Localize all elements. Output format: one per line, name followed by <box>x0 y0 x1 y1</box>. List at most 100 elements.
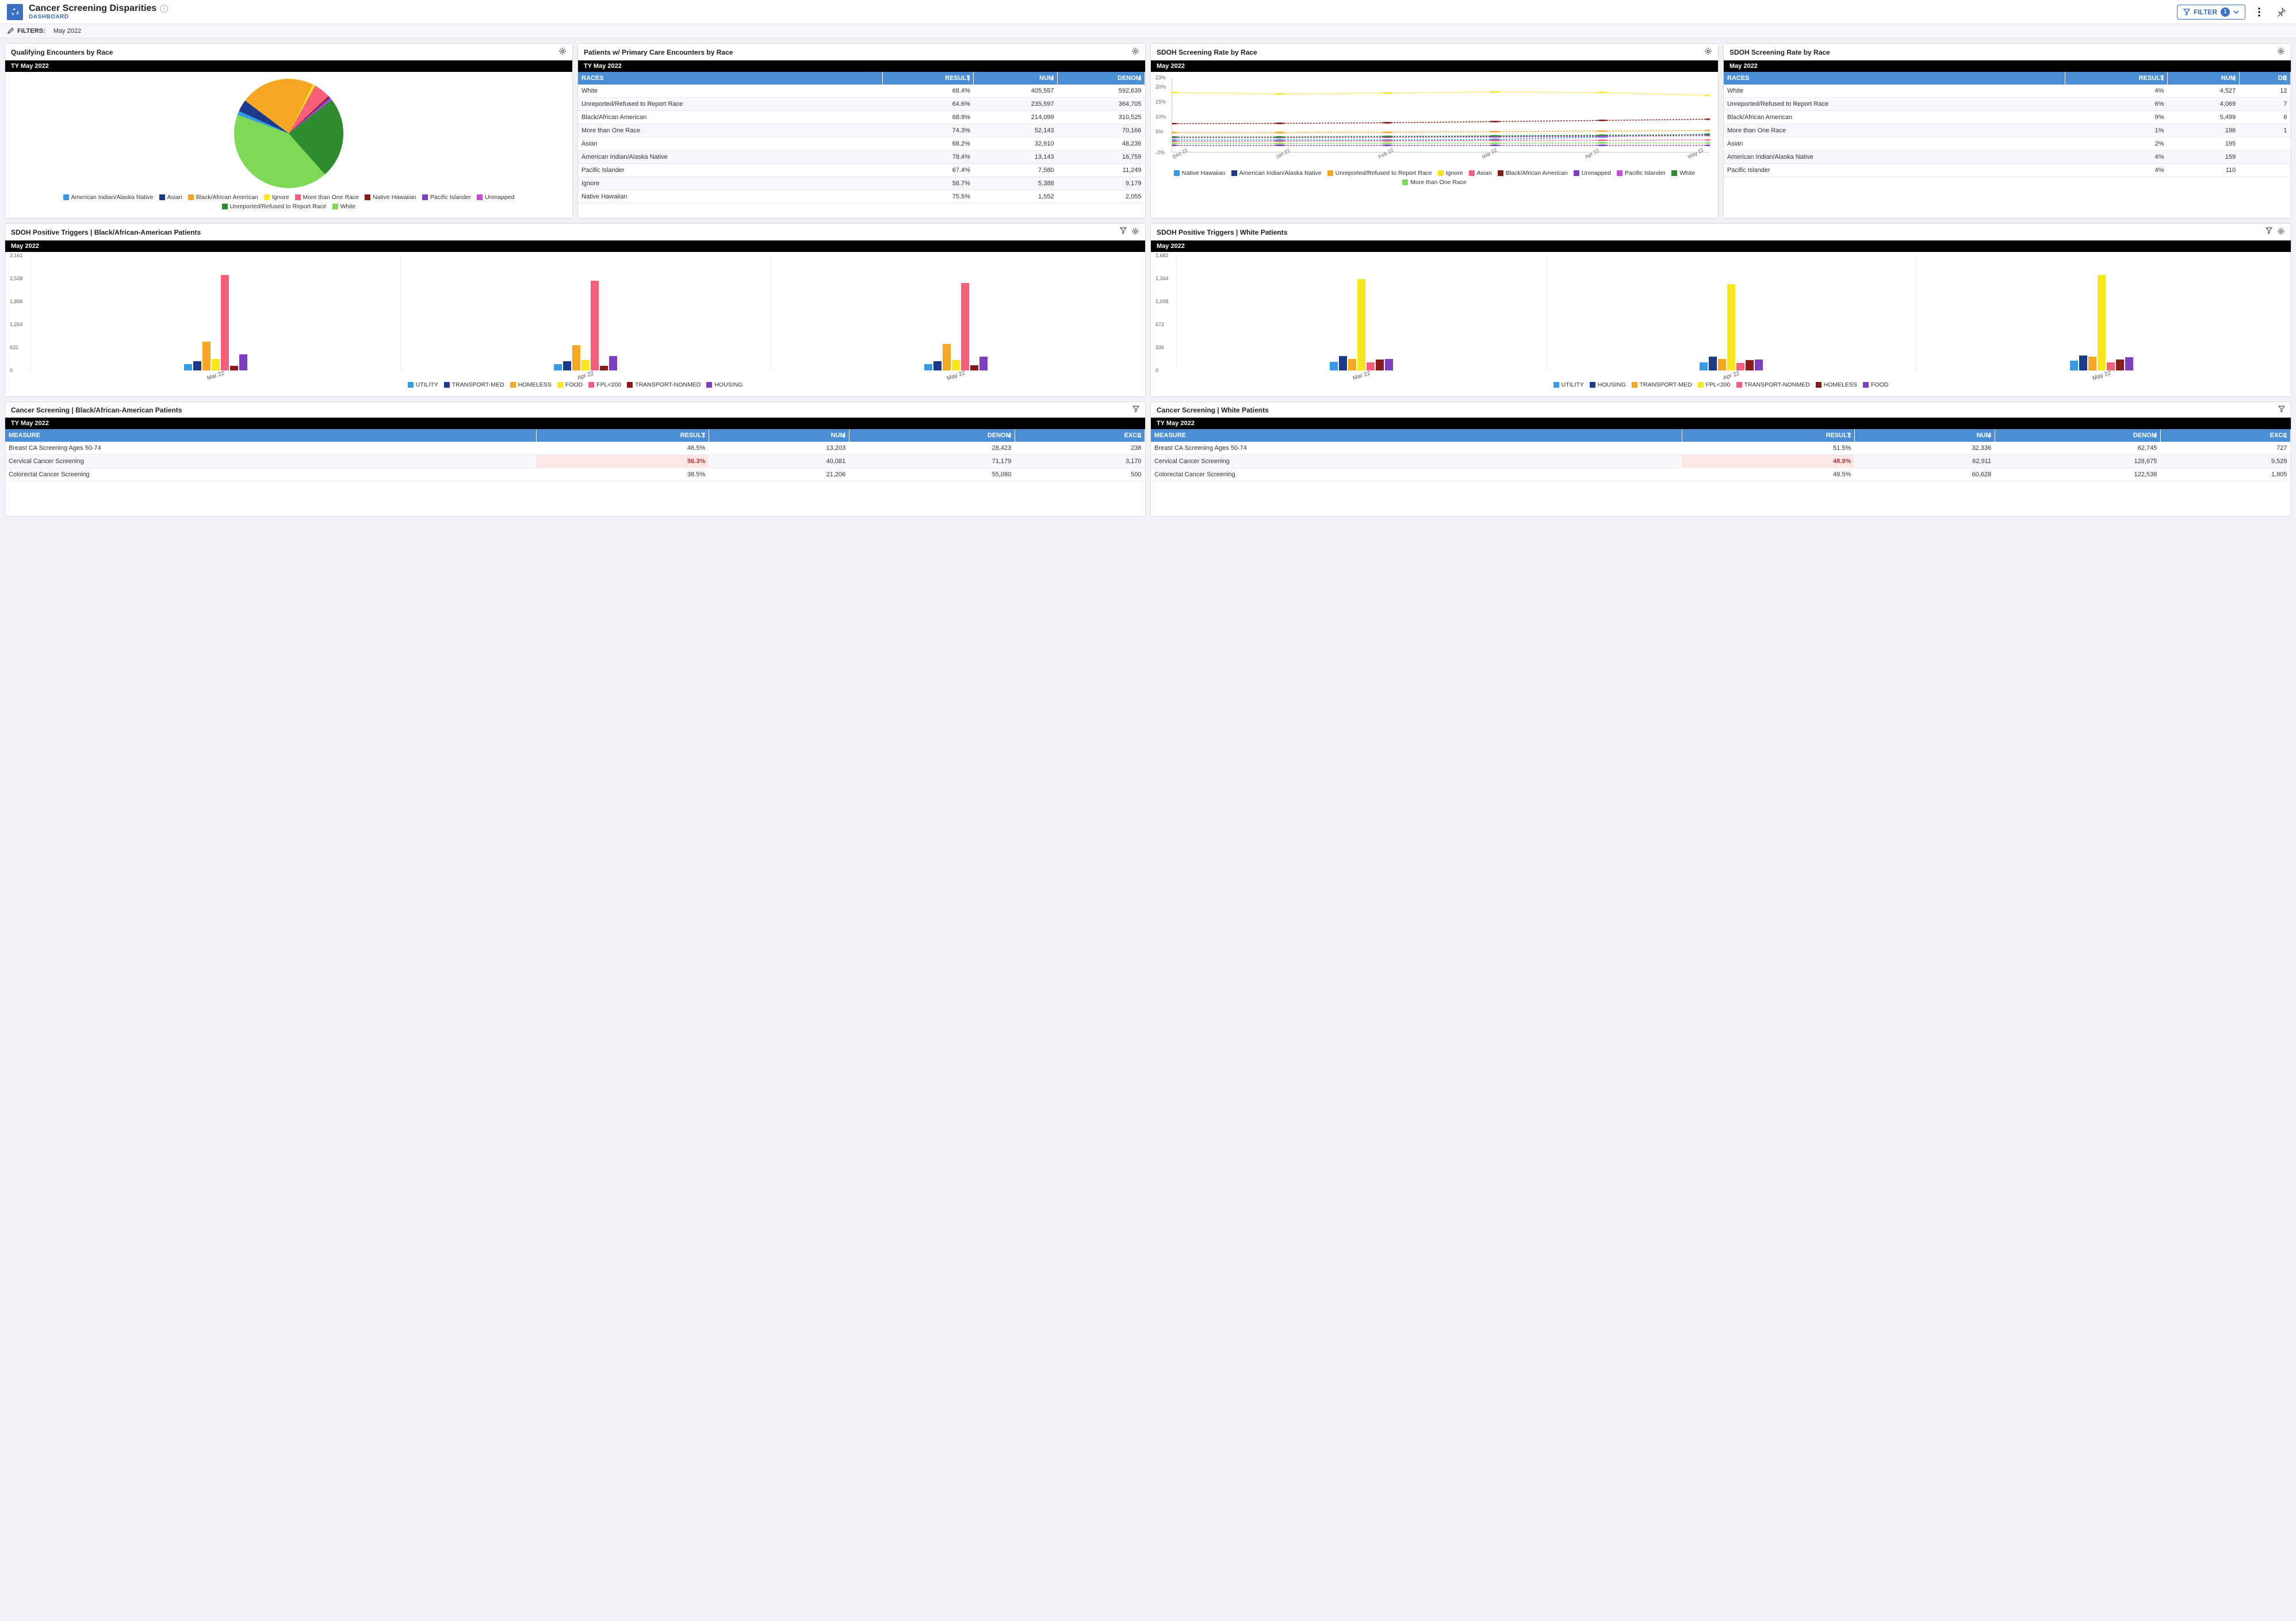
table-row[interactable]: Breast CA Screening Ages 50-7451.5%32,33… <box>1151 442 2291 455</box>
legend-item[interactable]: Unreported/Refused to Report Race <box>222 203 327 210</box>
legend-item[interactable]: UTILITY <box>1553 381 1584 388</box>
legend-item[interactable]: Pacific Islander <box>1617 170 1666 177</box>
more-menu-button[interactable] <box>2251 4 2267 20</box>
pin-button[interactable] <box>2273 4 2289 20</box>
bar[interactable] <box>1357 279 1365 370</box>
table-row[interactable]: More than One Race1%1961 <box>1724 124 2291 137</box>
bar[interactable] <box>933 361 942 370</box>
bar[interactable] <box>1718 359 1726 370</box>
legend-item[interactable]: More than One Race <box>1402 179 1466 186</box>
legend-item[interactable]: Asian <box>159 194 182 201</box>
gear-icon[interactable] <box>1131 47 1139 57</box>
legend-item[interactable]: Native Hawaiian <box>1174 170 1226 177</box>
legend-item[interactable]: Unmapped <box>1574 170 1611 177</box>
table-row[interactable]: Unreported/Refused to Report Race64.6%23… <box>578 98 1145 111</box>
gear-icon[interactable] <box>2277 47 2285 57</box>
legend-item[interactable]: Black/African American <box>188 194 258 201</box>
table-header[interactable]: ▲▼EXCL <box>2160 429 2290 442</box>
table-row[interactable]: Pacific Islander4%110 <box>1724 164 2291 177</box>
bar[interactable] <box>924 364 932 370</box>
bar[interactable] <box>943 344 951 370</box>
table-header[interactable]: ▲▼NUM <box>709 429 849 442</box>
bar[interactable] <box>563 361 571 370</box>
filter-icon[interactable] <box>1132 406 1139 414</box>
table-header[interactable]: ▲▼EXCL <box>1015 429 1145 442</box>
table-header[interactable]: RACES <box>578 72 883 85</box>
bar[interactable] <box>2098 275 2106 370</box>
table-header[interactable]: MEASURE <box>5 429 536 442</box>
gear-icon[interactable] <box>1131 227 1139 237</box>
table-header[interactable]: ▲▼RESULT <box>1682 429 1854 442</box>
filter-icon[interactable] <box>2278 406 2285 414</box>
gear-icon[interactable] <box>2277 227 2285 237</box>
bar[interactable] <box>184 364 192 370</box>
filter-button[interactable]: FILTER 1 <box>2177 5 2245 20</box>
table-header[interactable]: ▲▼DENOM <box>1058 72 1145 85</box>
table-row[interactable]: Cervical Cancer Screening48.9%62,911128,… <box>1151 455 2291 468</box>
legend-item[interactable]: TRANSPORT-MED <box>444 381 504 388</box>
legend-item[interactable]: American Indian/Alaska Native <box>1231 170 1322 177</box>
legend-item[interactable]: TRANSPORT-NONMED <box>627 381 701 388</box>
gear-icon[interactable] <box>1704 47 1712 57</box>
legend-item[interactable]: More than One Race <box>295 194 359 201</box>
table-row[interactable]: Asian68.2%32,91048,236 <box>578 137 1145 151</box>
table-row[interactable]: Colorectal Cancer Screening38.5%21,20655… <box>5 468 1145 481</box>
info-icon[interactable]: i <box>160 5 168 13</box>
table-row[interactable]: Unreported/Refused to Report Race6%4,069… <box>1724 98 2291 111</box>
bar[interactable] <box>2088 357 2096 370</box>
bar[interactable] <box>1339 356 1347 370</box>
legend-item[interactable]: UTILITY <box>408 381 438 388</box>
table-header[interactable]: RACES <box>1724 72 2065 85</box>
bar[interactable] <box>1330 362 1338 370</box>
bar[interactable] <box>572 345 580 370</box>
table-row[interactable]: Black/African American68.9%214,099310,52… <box>578 111 1145 124</box>
edit-icon[interactable] <box>7 28 14 35</box>
filter-icon[interactable] <box>2266 227 2272 237</box>
legend-item[interactable]: HOUSING <box>706 381 743 388</box>
bar[interactable] <box>1727 284 1735 370</box>
legend-item[interactable]: HOMELESS <box>1816 381 1857 388</box>
table-header[interactable]: ▲▼NUM <box>1854 429 1995 442</box>
bar[interactable] <box>221 275 229 370</box>
table-row[interactable]: More than One Race74.3%52,14370,166 <box>578 124 1145 137</box>
bar[interactable] <box>2079 355 2087 370</box>
filter-icon[interactable] <box>1120 227 1127 237</box>
legend-item[interactable]: Asian <box>1469 170 1492 177</box>
bar[interactable] <box>554 364 562 370</box>
legend-item[interactable]: Ignore <box>1438 170 1463 177</box>
table-header[interactable]: ▲▼NUM <box>974 72 1058 85</box>
table-row[interactable]: Asian2%195 <box>1724 137 2291 151</box>
table-header[interactable]: ▲▼RESULT <box>2065 72 2167 85</box>
gear-icon[interactable] <box>558 47 567 57</box>
table-row[interactable]: American Indian/Alaska Native78.4%13,143… <box>578 151 1145 164</box>
table-row[interactable]: Breast CA Screening Ages 50-7446.5%13,20… <box>5 442 1145 455</box>
table-row[interactable]: White68.4%405,557592,639 <box>578 85 1145 98</box>
bar[interactable] <box>591 281 599 370</box>
bar[interactable] <box>1348 359 1356 370</box>
legend-item[interactable]: White <box>1671 170 1695 177</box>
legend-item[interactable]: Black/African American <box>1498 170 1568 177</box>
bar[interactable] <box>2070 361 2078 370</box>
legend-item[interactable]: Unmapped <box>477 194 514 201</box>
bar[interactable] <box>193 361 201 370</box>
table-header[interactable]: ▲▼DENOM <box>1995 429 2160 442</box>
legend-item[interactable]: American Indian/Alaska Native <box>63 194 154 201</box>
table-header[interactable]: ▲▼RESULT <box>536 429 709 442</box>
legend-item[interactable]: Native Hawaiian <box>365 194 416 201</box>
legend-item[interactable]: HOUSING <box>1590 381 1626 388</box>
bar[interactable] <box>1700 362 1708 370</box>
bar[interactable] <box>961 283 969 370</box>
table-row[interactable]: Colorectal Cancer Screening49.5%60,62812… <box>1151 468 2291 481</box>
bar[interactable] <box>202 342 211 370</box>
table-row[interactable]: Cervical Cancer Screening56.3%40,08171,1… <box>5 455 1145 468</box>
legend-item[interactable]: FPL<200 <box>588 381 621 388</box>
table-row[interactable]: American Indian/Alaska Native4%159 <box>1724 151 2291 164</box>
filter-chip[interactable]: May 2022 <box>53 28 81 35</box>
legend-item[interactable]: White <box>332 203 356 210</box>
legend-item[interactable]: TRANSPORT-NONMED <box>1736 381 1810 388</box>
table-header[interactable]: ▲▼RESULT <box>883 72 974 85</box>
table-row[interactable]: Pacific Islander67.4%7,58011,249 <box>578 164 1145 177</box>
legend-item[interactable]: Ignore <box>264 194 289 201</box>
table-row[interactable]: Ignore58.7%5,3889,179 <box>578 177 1145 190</box>
legend-item[interactable]: Unreported/Refused to Report Race <box>1327 170 1432 177</box>
